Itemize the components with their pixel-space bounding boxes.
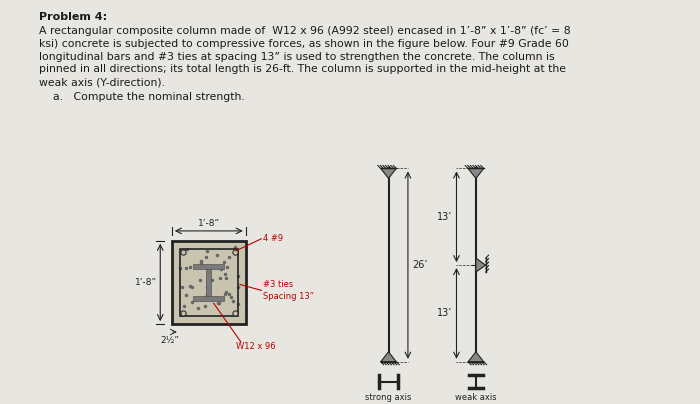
Text: 1’-8”: 1’-8” <box>198 219 220 228</box>
Text: weak axis (Y-direction).: weak axis (Y-direction). <box>38 77 165 87</box>
Bar <box>193 264 225 269</box>
Text: #3 ties
Spacing 13”: #3 ties Spacing 13” <box>263 280 314 301</box>
Polygon shape <box>381 352 396 362</box>
Text: longitudinal bars and #3 ties at spacing 13” is used to strengthen the concrete.: longitudinal bars and #3 ties at spacing… <box>38 52 554 61</box>
Text: 13’: 13’ <box>438 308 453 318</box>
Bar <box>193 296 225 301</box>
Text: 2½”: 2½” <box>160 336 179 345</box>
Text: W12 x 96: W12 x 96 <box>236 342 276 351</box>
Text: A rectangular composite column made of  W12 x 96 (A992 steel) encased in 1’-8” x: A rectangular composite column made of W… <box>38 26 570 36</box>
Polygon shape <box>468 352 484 362</box>
Text: 26’: 26’ <box>412 260 427 270</box>
Polygon shape <box>476 258 486 272</box>
Bar <box>172 241 246 324</box>
Text: 4 #9: 4 #9 <box>263 234 284 243</box>
Bar <box>180 249 238 316</box>
Text: ksi) concrete is subjected to compressive forces, as shown in the figure below. : ksi) concrete is subjected to compressiv… <box>38 39 568 48</box>
Text: 1’-8”: 1’-8” <box>135 278 158 287</box>
Text: weak axis: weak axis <box>455 393 497 402</box>
Text: strong axis: strong axis <box>365 393 412 402</box>
Text: pinned in all directions; its total length is 26-ft. The column is supported in : pinned in all directions; its total leng… <box>38 64 566 74</box>
Polygon shape <box>381 168 396 179</box>
Text: 13’: 13’ <box>438 212 453 222</box>
Bar <box>206 269 211 296</box>
Polygon shape <box>468 168 484 179</box>
Text: a.   Compute the nominal strength.: a. Compute the nominal strength. <box>53 92 245 102</box>
Text: Problem 4:: Problem 4: <box>38 12 107 22</box>
